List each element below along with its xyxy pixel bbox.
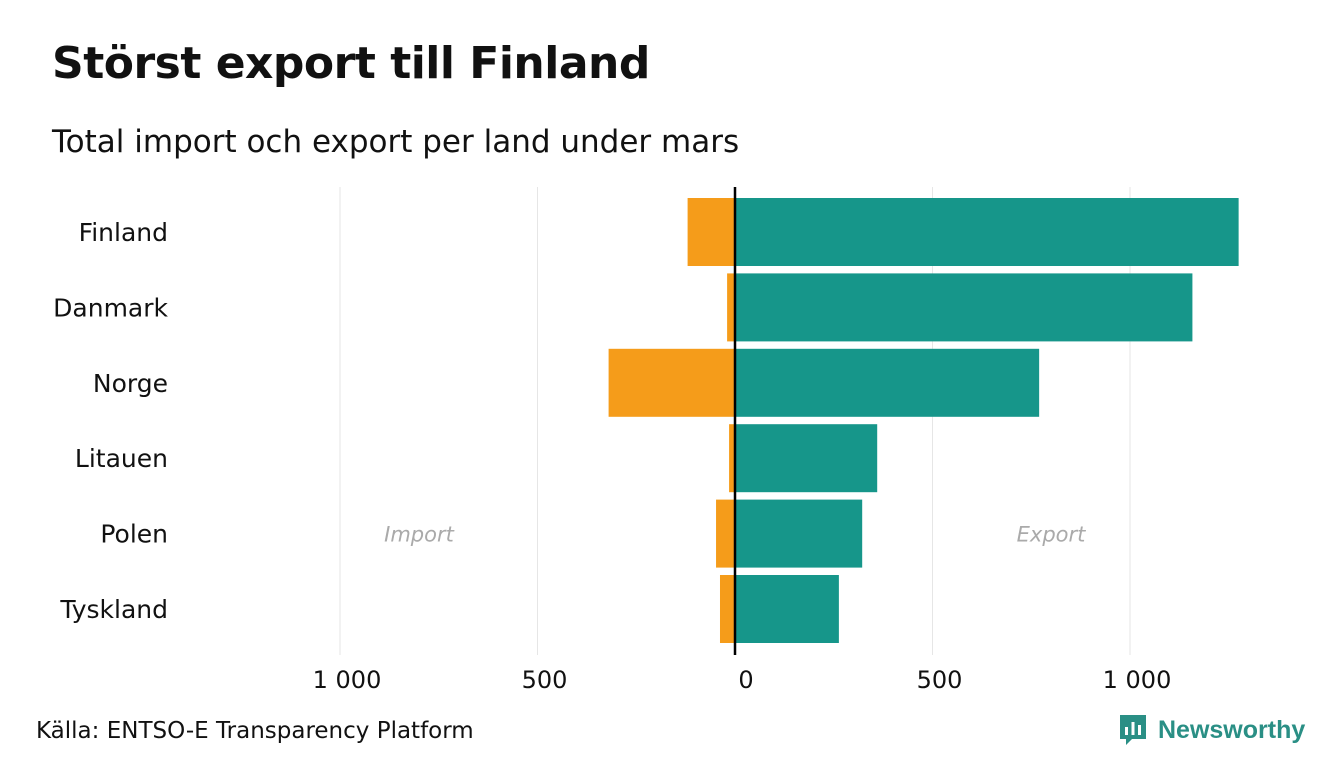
newsworthy-logo: Newsworthy [1118,712,1305,748]
import-bar [608,348,735,417]
x-tick-label: 1 000 [313,666,382,694]
category-label: Norge [93,369,168,398]
import-bar [716,499,735,568]
import-bar [727,273,735,342]
x-tick-label: 500 [522,666,568,694]
export-bar [735,348,1040,417]
category-label: Danmark [53,293,168,322]
import-bar [729,424,735,493]
export-bar [735,424,878,493]
x-tick-label: 0 [738,666,753,694]
import-bar [687,198,735,266]
chart-subtitle: Total import och export per land under m… [52,124,740,160]
chart-title: Störst export till Finland [52,38,650,89]
export-bar [735,273,1193,342]
newsworthy-logo-icon [1120,715,1146,745]
category-label: Litauen [75,444,168,473]
category-label: Finland [79,218,168,247]
annotation-label: Export [1017,523,1087,547]
category-label: Polen [100,520,168,549]
brand-name: Newsworthy [1158,715,1306,744]
export-bar [735,499,863,568]
import-bar [719,575,735,643]
x-tick-label: 500 [917,666,963,694]
export-bar [735,198,1239,266]
source-note: Källa: ENTSO-E Transparency Platform [36,718,474,744]
x-tick-label: 1 000 [1103,666,1172,694]
annotation-label: Import [384,523,454,547]
export-bar [735,575,839,643]
category-label: Tyskland [59,595,168,624]
